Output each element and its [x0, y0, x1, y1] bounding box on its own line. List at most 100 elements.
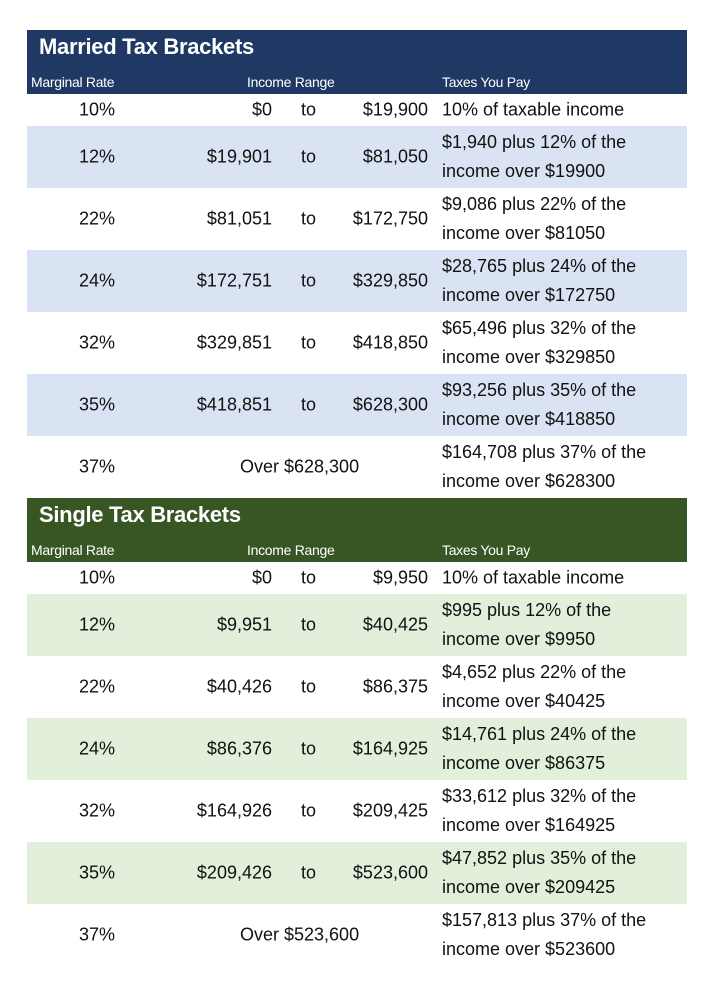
- income-high: $172,750: [352, 208, 428, 229]
- table-row: 35% $418,851 to $628,300 $93,256 plus 35% of…: [27, 374, 687, 436]
- tax-line: 10% of taxable income: [442, 567, 625, 588]
- income-low: $0: [251, 567, 272, 588]
- income-to: to: [301, 99, 317, 120]
- table-row: 32% $329,851 to $418,850 $65,496 plus 32% of…: [27, 312, 687, 374]
- tax-line: 10% of taxable income: [442, 99, 625, 120]
- tax-line: income over $172750: [442, 285, 616, 305]
- marginal-rate: 37%: [78, 456, 116, 477]
- taxes-you-pay: $47,852 plus 35% of the income over $2094…: [442, 844, 636, 902]
- marginal-rate: 35%: [78, 862, 116, 883]
- marginal-rate: 22%: [78, 208, 116, 229]
- taxes-you-pay: $33,612 plus 32% of the income over $1649…: [442, 782, 636, 840]
- tax-line: $164,708 plus 37% of the: [442, 442, 647, 462]
- income-low: $9,951: [216, 614, 272, 635]
- table-row: 24% $86,376 to $164,925 $14,761 plus 24% of …: [27, 718, 687, 780]
- income-to: to: [301, 270, 317, 291]
- tax-line: income over $81050: [442, 223, 606, 243]
- column-header: Marginal Rate: [31, 74, 115, 90]
- taxes-you-pay: 10% of taxable income: [442, 96, 624, 125]
- income-high: $40,425: [362, 614, 428, 635]
- table-row: 37% Over $628,300 $164,708 plus 37% of the…: [27, 436, 687, 498]
- tax-line: $4,652 plus 22% of the: [442, 662, 627, 682]
- marginal-rate: 32%: [78, 800, 116, 821]
- single-table-header: Single Tax Brackets Marginal Rate Income R…: [27, 498, 687, 562]
- income-to: to: [301, 394, 317, 415]
- income-low: $329,851: [196, 332, 272, 353]
- income-to: to: [301, 614, 317, 635]
- marginal-rate: 10%: [78, 99, 116, 120]
- tax-line: $33,612 plus 32% of the: [442, 786, 637, 806]
- income-low: $86,376: [206, 738, 272, 759]
- marginal-rate: 32%: [78, 332, 116, 353]
- marginal-rate: 22%: [78, 676, 116, 697]
- tax-line: $995 plus 12% of the: [442, 600, 612, 620]
- tax-line: income over $329850: [442, 347, 616, 367]
- income-high: $209,425: [352, 800, 428, 821]
- tax-line: income over $86375: [442, 753, 606, 773]
- tax-line: $28,765 plus 24% of the: [442, 256, 637, 276]
- taxes-you-pay: $164,708 plus 37% of the income over $628…: [442, 438, 646, 496]
- marginal-rate: 10%: [78, 567, 116, 588]
- tax-line: income over $418850: [442, 409, 616, 429]
- tax-line: income over $40425: [442, 691, 606, 711]
- taxes-you-pay: $9,086 plus 22% of the income over $81050: [442, 190, 626, 248]
- income-low: $0: [251, 99, 272, 120]
- married-table-title: Married Tax Brackets: [39, 34, 254, 59]
- tax-line: $157,813 plus 37% of the: [442, 910, 647, 930]
- table-row: 22% $40,426 to $86,375 $4,652 plus 22% of th…: [27, 656, 687, 718]
- table-row: 10% $0 to $9,950 10% of taxable income: [27, 562, 687, 594]
- taxes-you-pay: $157,813 plus 37% of the income over $523…: [442, 906, 646, 964]
- income-to: to: [301, 676, 317, 697]
- tax-line: income over $164925: [442, 815, 616, 835]
- column-header: Taxes You Pay: [442, 542, 530, 558]
- income-to: to: [301, 146, 317, 167]
- table-row: 10% $0 to $19,900 10% of taxable income: [27, 94, 687, 126]
- taxes-you-pay: $14,761 plus 24% of the income over $8637…: [442, 720, 636, 778]
- income-high: $164,925: [352, 738, 428, 759]
- income-high: $19,900: [362, 99, 428, 120]
- tax-line: $47,852 plus 35% of the: [442, 848, 637, 868]
- income-over: Over $523,600: [240, 924, 360, 945]
- income-high: $523,600: [352, 862, 428, 883]
- tax-line: income over $523600: [442, 939, 616, 959]
- income-over: Over $628,300: [240, 456, 360, 477]
- income-to: to: [301, 738, 317, 759]
- table-row: 32% $164,926 to $209,425 $33,612 plus 32% of…: [27, 780, 687, 842]
- taxes-you-pay: $65,496 plus 32% of the income over $3298…: [442, 314, 636, 372]
- income-low: $40,426: [206, 676, 272, 697]
- marginal-rate: 24%: [78, 738, 116, 759]
- taxes-you-pay: $28,765 plus 24% of the income over $1727…: [442, 252, 636, 310]
- tax-line: $9,086 plus 22% of the: [442, 194, 627, 214]
- marginal-rate: 24%: [78, 270, 116, 291]
- income-high: $628,300: [352, 394, 428, 415]
- income-to: to: [301, 208, 317, 229]
- column-header: Marginal Rate: [31, 542, 115, 558]
- income-low: $418,851: [196, 394, 272, 415]
- taxes-you-pay: $4,652 plus 22% of the income over $40425: [442, 658, 626, 716]
- tax-line: $65,496 plus 32% of the: [442, 318, 637, 338]
- marginal-rate: 35%: [78, 394, 116, 415]
- single-table-title: Single Tax Brackets: [39, 502, 241, 527]
- income-high: $81,050: [362, 146, 428, 167]
- income-low: $19,901: [206, 146, 272, 167]
- marginal-rate: 12%: [78, 146, 116, 167]
- income-low: $172,751: [196, 270, 272, 291]
- income-to: to: [301, 862, 317, 883]
- income-to: to: [301, 332, 317, 353]
- tax-line: income over $19900: [442, 161, 606, 181]
- income-to: to: [301, 567, 317, 588]
- table-row: 12% $9,951 to $40,425 $995 plus 12% of the in…: [27, 594, 687, 656]
- tax-line: $14,761 plus 24% of the: [442, 724, 637, 744]
- table-row: 22% $81,051 to $172,750 $9,086 plus 22% of t…: [27, 188, 687, 250]
- tax-line: income over $9950: [442, 629, 596, 649]
- tax-line: income over $628300: [442, 471, 616, 491]
- tax-line: $93,256 plus 35% of the: [442, 380, 637, 400]
- taxes-you-pay: $93,256 plus 35% of the income over $4188…: [442, 376, 636, 434]
- tax-line: $1,940 plus 12% of the: [442, 132, 627, 152]
- married-table-header: Married Tax Brackets Marginal Rate Income …: [27, 30, 687, 94]
- taxes-you-pay: $1,940 plus 12% of the income over $19900: [442, 128, 626, 186]
- taxes-you-pay: $995 plus 12% of the income over $9950: [442, 596, 611, 654]
- table-row: 12% $19,901 to $81,050 $1,940 plus 12% of th…: [27, 126, 687, 188]
- column-header: Income Range: [247, 542, 335, 558]
- income-high: $418,850: [352, 332, 428, 353]
